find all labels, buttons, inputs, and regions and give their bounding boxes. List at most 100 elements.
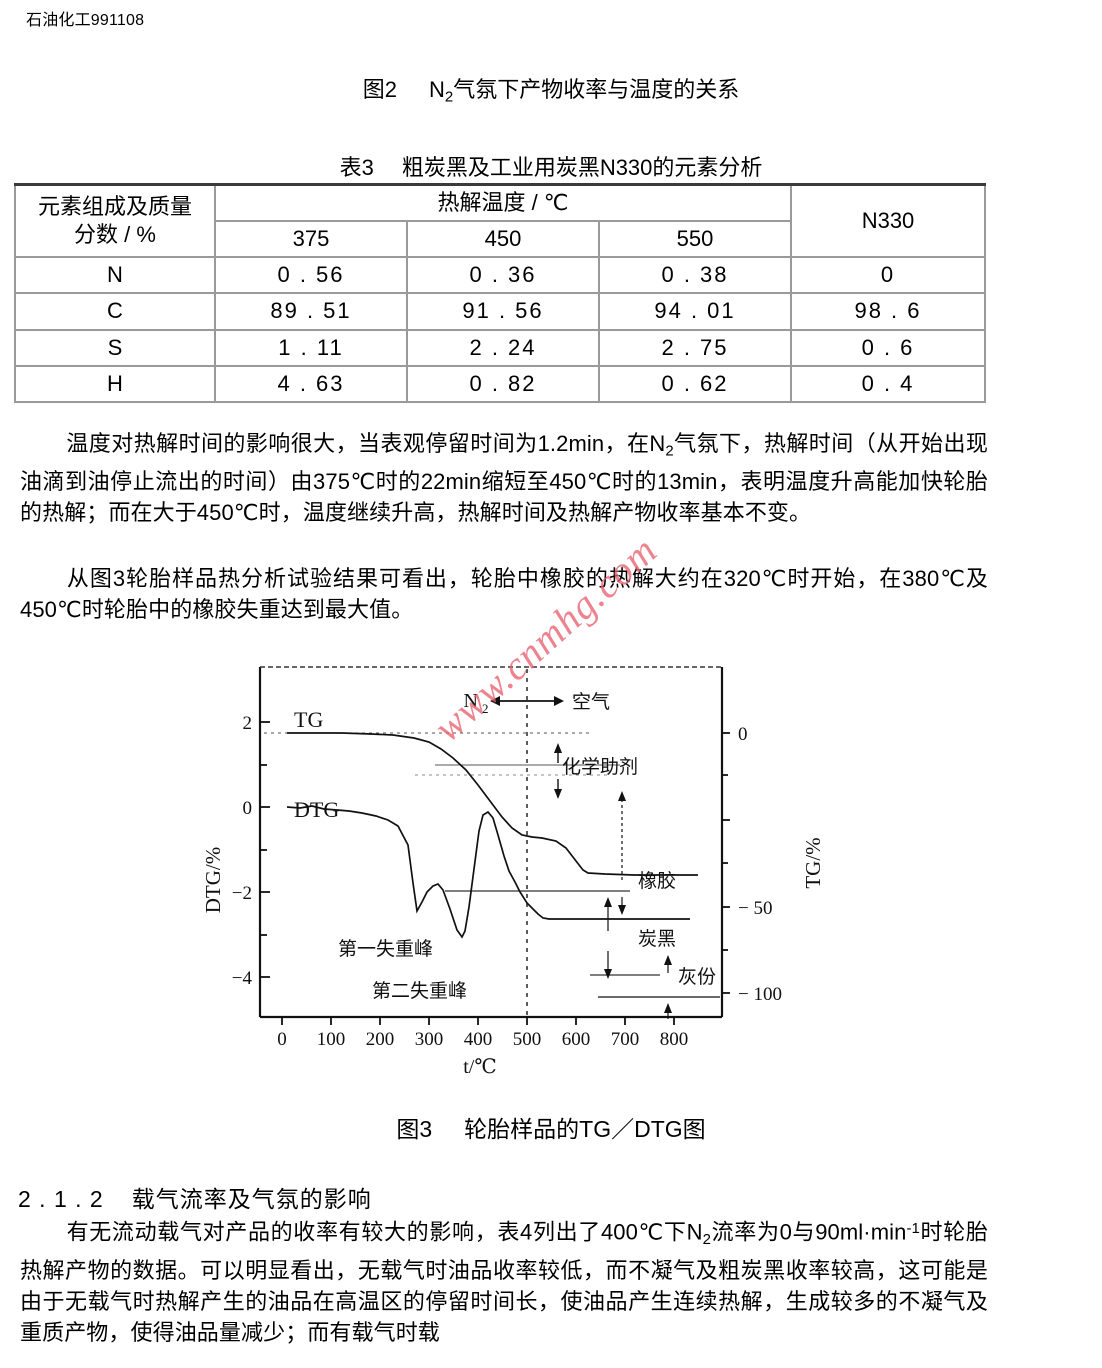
left-axis-tick-labels: 2 0 −2 −4 [232, 713, 253, 989]
left-tick-2: 2 [243, 713, 253, 734]
left-tick-0: 0 [243, 798, 253, 819]
p3-part-c: 时轮胎热解产物的数据。可以明显看出，无载气时油品收率较低，而不凝气及粗炭黑收率较… [20, 1219, 988, 1346]
label-rubber: 橡胶 [638, 870, 676, 892]
cell-value-375: 0 . 56 [214, 256, 408, 295]
svg-text:700: 700 [611, 1029, 640, 1050]
table-row: C 89 . 51 91 . 56 94 . 01 98 . 6 [14, 292, 986, 331]
cell-value-450: 2 . 24 [406, 328, 600, 367]
x-axis-ticks [281, 1017, 675, 1025]
table3-caption: 表3 粗炭黑及工业用炭黑N330的元素分析 [0, 150, 1102, 182]
label-second-peak: 第二失重峰 [372, 980, 467, 1002]
figure2-label: 图2 [362, 77, 397, 102]
tg-curve [287, 732, 698, 876]
atmosphere-switch-annotation: N 2 空气 [464, 690, 610, 716]
header-element-line2: 分数 / % [74, 222, 156, 248]
p2-text: 从图3轮胎样品热分析试验结果可看出，轮胎中橡胶的热解大约在320℃时开始，在38… [20, 566, 988, 622]
left-axis-title: DTG/% [201, 847, 225, 914]
p1-subscript: 2 [665, 442, 674, 460]
svg-text:400: 400 [464, 1029, 493, 1050]
cell-value-550: 2 . 75 [598, 328, 792, 367]
cell-value-n330: 0 [790, 256, 986, 295]
header-element-line1: 元素组成及质量 [37, 194, 192, 219]
p3-superscript: -1 [906, 1220, 920, 1237]
cell-value-450: 0 . 36 [406, 256, 600, 295]
component-annotations: 化学助剂 橡胶 炭黑 灰份 第一失重峰 第二失重峰 [338, 743, 720, 1019]
right-axis-ticks [722, 732, 730, 994]
cell-element-name: H [14, 364, 216, 403]
table-header-row-2: 375 450 550 [15, 220, 985, 259]
svg-text:300: 300 [415, 1029, 444, 1050]
section-number: 2 . 1 . 2 [18, 1186, 104, 1212]
table3-label: 表3 [339, 155, 374, 180]
cell-value-n330: 0 . 4 [790, 364, 986, 403]
section-heading-2-1-2: 2 . 1 . 2 载气流率及气氛的影响 [18, 1180, 372, 1214]
svg-text:2: 2 [482, 701, 489, 716]
p3-part-a: 有无流动载气对产品的收率有较大的影响，表4列出了400℃下N [66, 1219, 703, 1245]
label-ash: 灰份 [678, 966, 716, 988]
cell-value-375: 89 . 51 [214, 292, 408, 331]
right-tick-0: 0 [738, 724, 748, 745]
label-carbon-black: 炭黑 [638, 928, 676, 950]
right-tick-100: − 100 [738, 984, 782, 1005]
figure3-caption: 图3 轮胎样品的TG／DTG图 [0, 1110, 1102, 1144]
table-row: S 1 . 11 2 . 24 2 . 75 0 . 6 [14, 328, 986, 367]
cell-value-550: 0 . 62 [598, 364, 792, 403]
figure3-title: 轮胎样品的TG／DTG图 [464, 1116, 706, 1142]
cell-value-550: 0 . 38 [598, 256, 792, 295]
table3-title: 粗炭黑及工业用炭黑N330的元素分析 [401, 155, 763, 180]
p1-part-c: （从开始出现油滴到油停止流出的时间）由375℃时的22min缩短至450℃时的1… [20, 431, 988, 526]
table-header-row-1: 元素组成及质量 分数 / % 热解温度 / ℃ N330 [14, 183, 986, 259]
element-analysis-table: 元素组成及质量 分数 / % 热解温度 / ℃ N330 375 450 550… [14, 183, 986, 403]
figure2-caption: 图2 N2气氛下产物收率与温度的关系 [0, 72, 1102, 105]
paragraph-thermal-analysis: 从图3轮胎样品热分析试验结果可看出，轮胎中橡胶的热解大约在320℃时开始，在38… [20, 563, 988, 625]
svg-text:500: 500 [513, 1029, 542, 1050]
cell-value-450: 91 . 56 [406, 292, 600, 331]
header-cell-n330: N330 [790, 183, 986, 259]
header-cell-temp-450: 450 [406, 220, 600, 259]
figure2-title-post: 气氛下产物收率与温度的关系 [453, 77, 740, 102]
right-tick-50: − 50 [738, 898, 772, 919]
label-chemical-additive: 化学助剂 [562, 756, 638, 778]
header-cell-temp-550: 550 [598, 220, 792, 259]
table-row: H 4 . 63 0 . 82 0 . 62 0 . 4 [14, 364, 986, 403]
svg-text:N: N [464, 690, 478, 712]
cell-value-n330: 98 . 6 [790, 292, 986, 331]
svg-text:600: 600 [562, 1029, 591, 1050]
table3-container: 元素组成及质量 分数 / % 热解温度 / ℃ N330 375 450 550… [14, 183, 986, 403]
figure3-chart: 2 0 −2 −4 DTG/% 0 100 200 300 400 500 60… [190, 645, 910, 1085]
curve-labels: TG DTG [294, 707, 339, 822]
section-title: 载气流率及气氛的影响 [131, 1186, 372, 1212]
right-axis-title: TG/% [801, 837, 825, 888]
chart-axes [258, 666, 724, 1019]
cell-value-375: 1 . 11 [214, 328, 408, 367]
x-axis-title: t/℃ [463, 1056, 497, 1078]
svg-text:100: 100 [317, 1029, 346, 1050]
cell-value-n330: 0 . 6 [790, 328, 986, 367]
p3-subscript: 2 [702, 1231, 712, 1249]
dtg-curve [286, 805, 690, 939]
running-header: 石油化工991108 [26, 12, 145, 29]
cell-value-550: 94 . 01 [598, 292, 792, 331]
tg-dtg-svg: 2 0 −2 −4 DTG/% 0 100 200 300 400 500 60… [201, 666, 825, 1078]
left-tick-minus2: −2 [232, 883, 252, 904]
p3-part-b: 流率为0与90ml·min [711, 1219, 907, 1245]
svg-text:0: 0 [277, 1029, 287, 1050]
paragraph-carrier-gas: 有无流动载气对产品的收率有较大的影响，表4列出了400℃下N2流率为0与90ml… [20, 1213, 988, 1348]
figure2-title-sub: 2 [444, 88, 454, 106]
label-tg-curve: TG [294, 707, 323, 732]
header-cell-temp-375: 375 [214, 220, 408, 259]
header-cell-element: 元素组成及质量 分数 / % [14, 183, 216, 259]
svg-text:200: 200 [366, 1029, 395, 1050]
paragraph-temperature-effect: 温度对热解时间的影响很大，当表观停留时间为1.2min，在N2气氛下，热解时间（… [20, 428, 988, 528]
x-axis-tick-labels: 0 100 200 300 400 500 600 700 800 [277, 1029, 688, 1050]
cell-value-450: 0 . 82 [406, 364, 600, 403]
cell-element-name: N [14, 256, 216, 295]
svg-text:800: 800 [660, 1029, 689, 1050]
table-row: N 0 . 56 0 . 36 0 . 38 0 [14, 256, 986, 295]
cell-value-375: 4 . 63 [214, 364, 408, 403]
figure3-label: 图3 [396, 1116, 433, 1142]
cell-element-name: S [14, 328, 216, 367]
figure2-title-pre: N [429, 77, 445, 102]
right-axis-tick-labels: 0 − 50 − 100 [738, 724, 782, 1005]
left-axis-ticks [260, 721, 270, 1018]
